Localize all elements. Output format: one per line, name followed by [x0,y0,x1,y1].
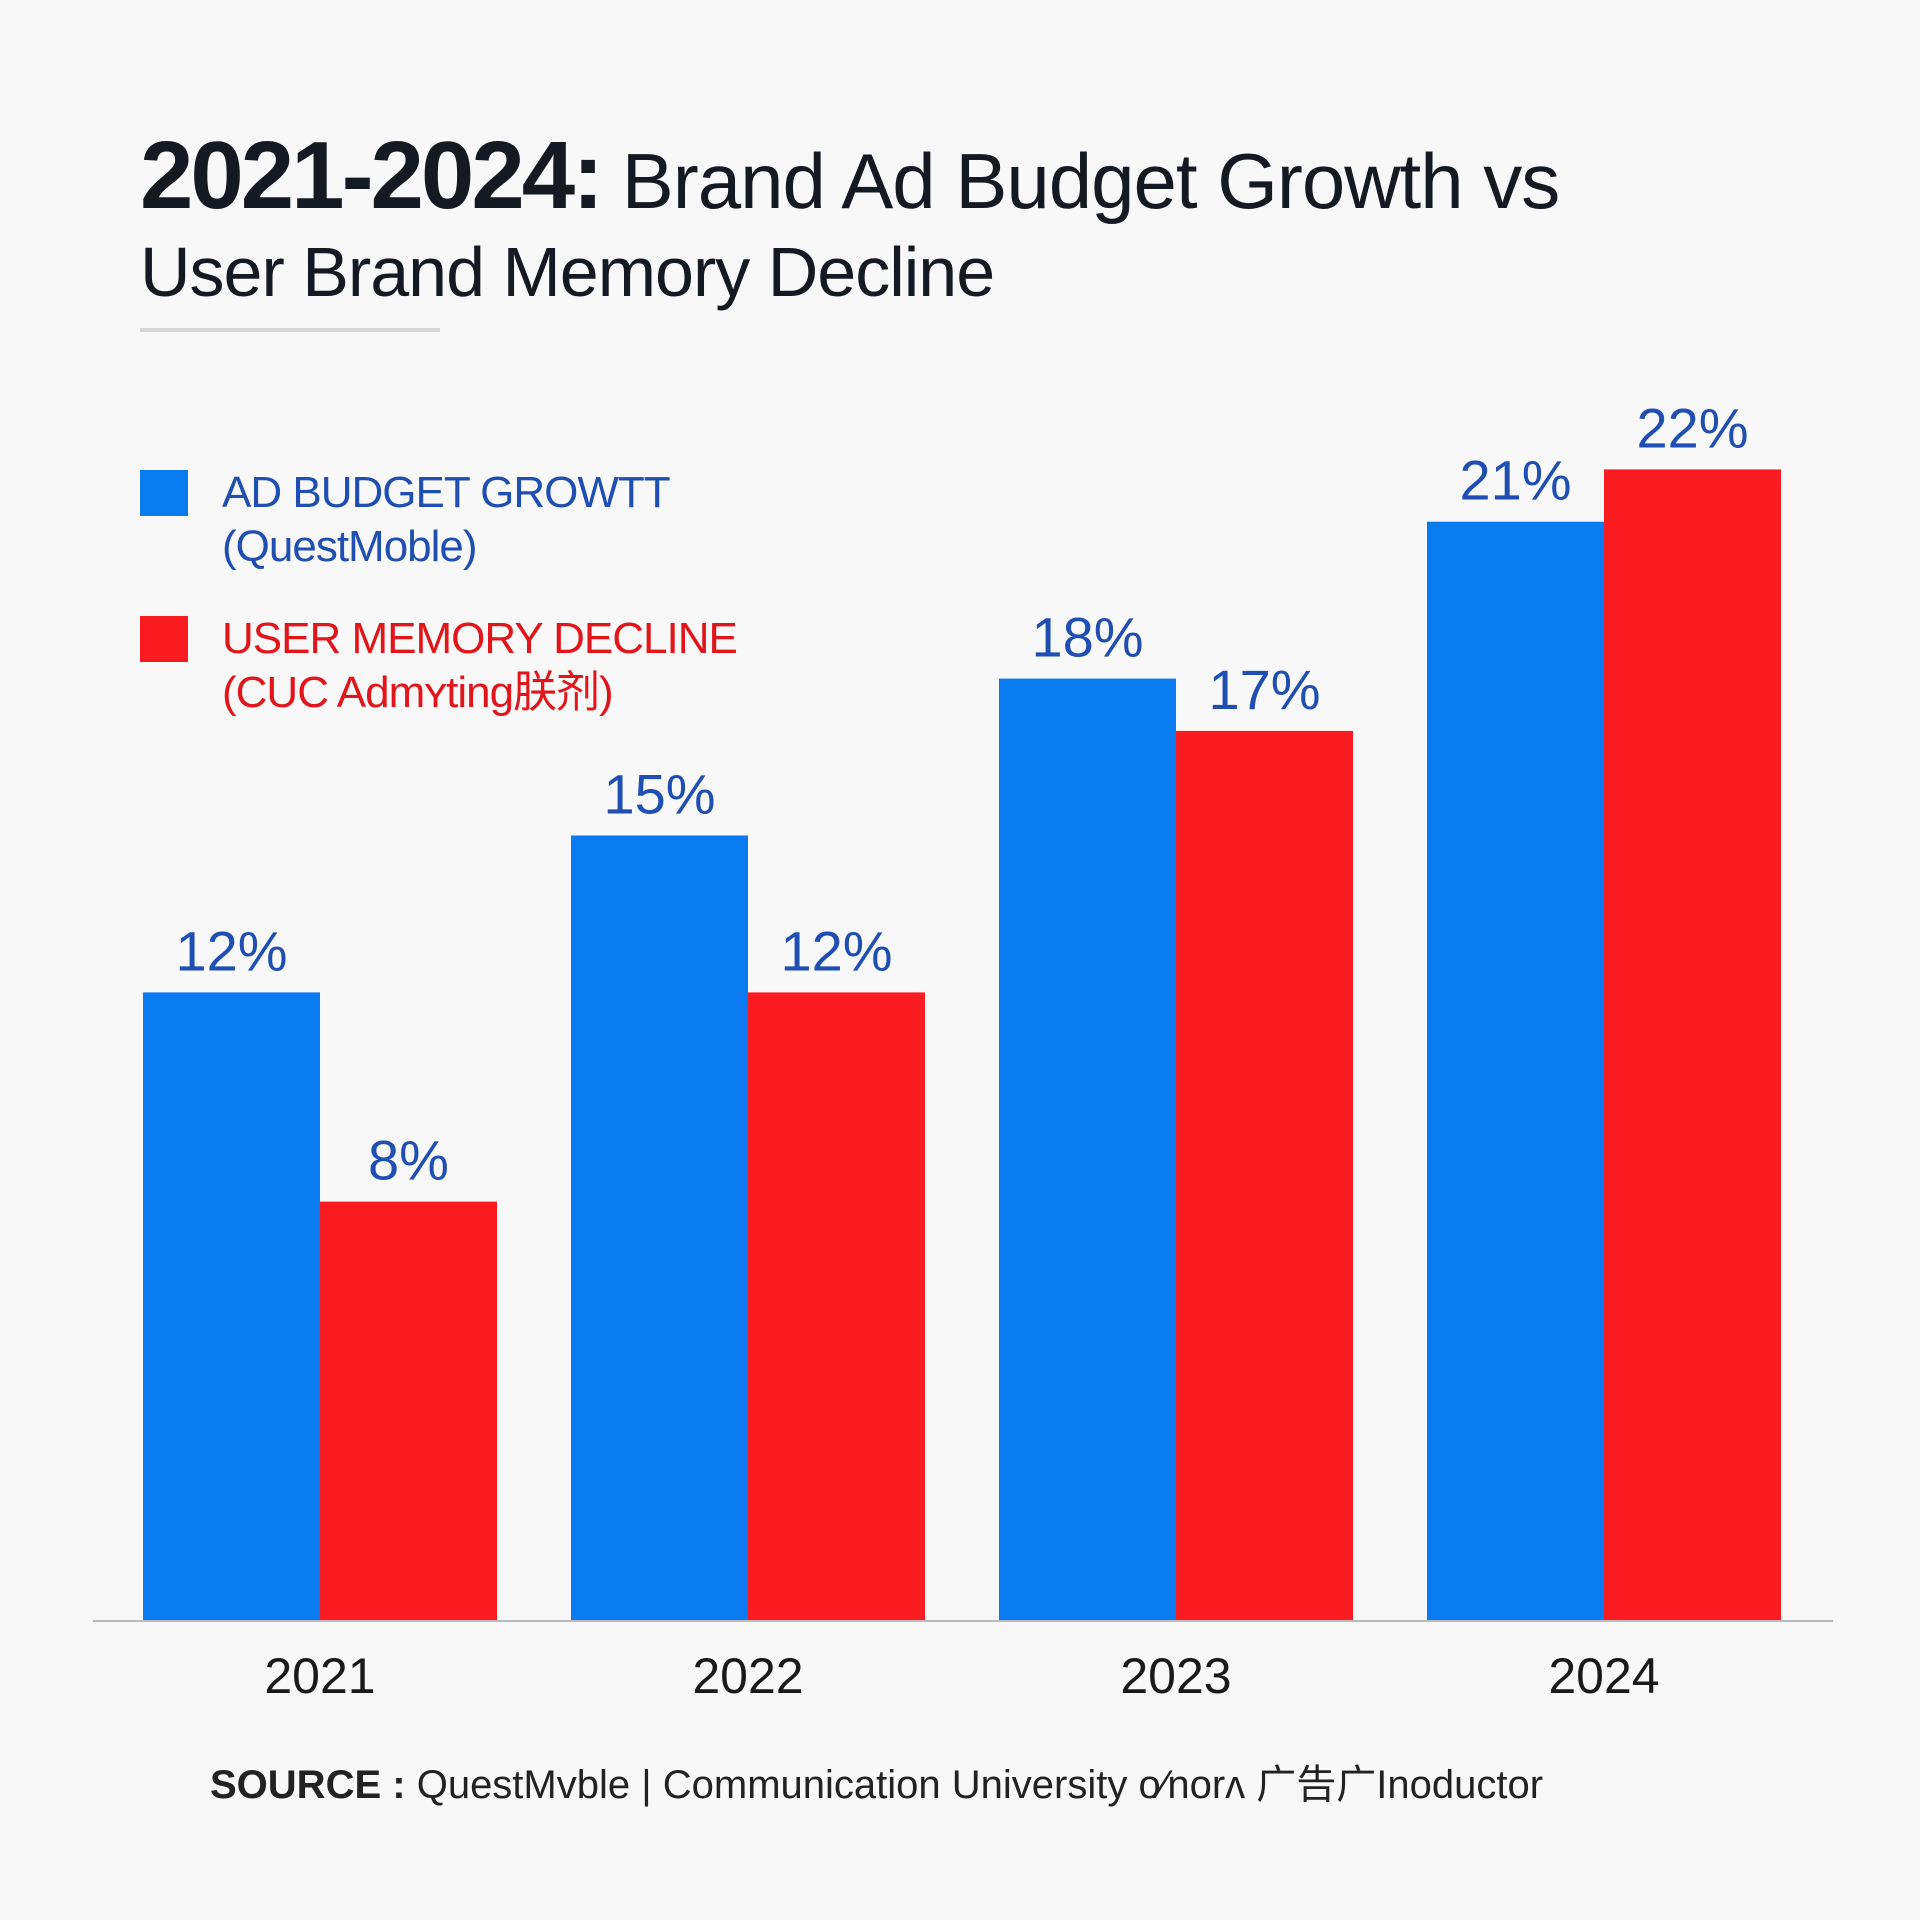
legend-label-user-memory: USER MEMORY DECLINE (CUC Admʏting朕剂) [222,612,738,720]
legend-label-ad-budget: AD BUDGET GROWTT (QuestMoble) [222,466,671,574]
data-label-2021-ad-budget: 12% [175,919,287,982]
bar-2023-user-memory [1176,730,1353,1620]
data-label-2023-ad-budget: 18% [1031,606,1143,669]
legend-swatch-blue [140,470,188,516]
legend-series-name: AD BUDGET GROWTT [222,468,671,517]
chart-title: 2021-2024: Brand Ad Budget Growth vs Use… [140,128,1840,315]
source-label: SOURCE : [210,1763,406,1807]
data-label-2022-user-memory: 12% [780,919,892,982]
bar-2021-user-memory [320,1201,497,1620]
data-label-2023-user-memory: 17% [1208,658,1320,721]
data-label-2024-user-memory: 22% [1636,396,1748,459]
x-tick-label-2022: 2022 [692,1648,803,1704]
data-label-2021-user-memory: 8% [368,1129,449,1192]
title-divider [140,328,440,332]
legend-series-source: (QuestMoble) [222,522,478,571]
data-label-2022-ad-budget: 15% [603,763,715,826]
source-text: QuestMvble | Communication University o⁄… [416,1763,1544,1807]
x-tick-label-2021: 2021 [264,1648,375,1704]
legend-swatch-red [140,616,188,662]
title-main: Brand Ad Budget Growth vs [621,137,1561,225]
source-line: SOURCE : QuestMvble | Communication Univ… [210,1752,1543,1810]
bar-2022-ad-budget [571,835,748,1620]
legend-series-source: (CUC Admʏting朕剂) [222,668,614,717]
title-line-2: User Brand Memory Decline [140,233,995,311]
x-tick-label-2024: 2024 [1548,1648,1659,1704]
bar-2024-ad-budget [1427,521,1604,1621]
bar-2022-user-memory [748,992,925,1620]
bar-2023-ad-budget [999,678,1176,1620]
title-line-1: 2021-2024: Brand Ad Budget Growth vs [140,128,1840,229]
bar-2024-user-memory [1604,469,1781,1620]
bar-2021-ad-budget [143,992,320,1620]
data-label-2024-ad-budget: 21% [1459,449,1571,512]
legend-series-name: USER MEMORY DECLINE [222,614,738,663]
x-tick-label-2023: 2023 [1120,1648,1231,1704]
title-years: 2021-2024: [140,122,604,229]
